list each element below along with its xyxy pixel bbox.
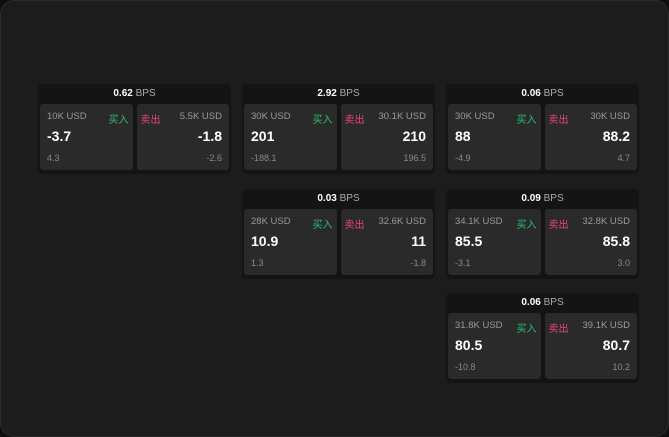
buy-tile[interactable]: 10K USD 买入 -3.7 4.3 xyxy=(40,104,133,170)
buy-amount: 10K USD xyxy=(47,111,87,122)
sell-amount: 32.6K USD xyxy=(378,216,426,227)
buy-price: 85.5 xyxy=(455,233,483,249)
buy-price: 88 xyxy=(455,128,471,144)
sell-label: 卖出 xyxy=(548,115,569,126)
spread-value: 0.62 xyxy=(113,88,133,99)
sell-amount: 30.1K USD xyxy=(378,111,426,122)
sell-price: 11 xyxy=(411,233,426,249)
buy-label: 买入 xyxy=(516,220,537,231)
spread-header: 2.92 BPS xyxy=(242,84,435,104)
buy-change: -188.1 xyxy=(251,153,277,163)
sell-label: 卖出 xyxy=(548,324,569,335)
sell-label: 卖出 xyxy=(344,220,365,231)
sell-change: 196.5 xyxy=(403,153,426,163)
buy-amount: 34.1K USD xyxy=(455,216,503,227)
spread-header: 0.62 BPS xyxy=(38,84,231,104)
spread-header: 0.06 BPS xyxy=(446,84,639,104)
spread-value: 0.06 xyxy=(521,297,541,308)
sell-amount: 32.8K USD xyxy=(582,216,630,227)
sell-amount: 39.1K USD xyxy=(582,320,630,331)
buy-tile[interactable]: 28K USD 买入 10.9 1.3 xyxy=(244,209,337,275)
sell-price: 85.8 xyxy=(602,233,630,249)
buy-tile[interactable]: 31.8K USD 买入 80.5 -10.8 xyxy=(448,313,541,379)
buy-amount: 30K USD xyxy=(455,111,495,122)
sell-change: -2.6 xyxy=(206,153,222,163)
sell-tile[interactable]: 32.6K USD 卖出 11 -1.8 xyxy=(340,209,433,275)
buy-label: 买入 xyxy=(312,220,333,231)
sell-label: 卖出 xyxy=(548,220,569,231)
sell-tile[interactable]: 30K USD 卖出 88.2 4.7 xyxy=(544,104,637,170)
spread-value: 0.03 xyxy=(317,193,337,204)
sell-price: -1.8 xyxy=(197,128,222,144)
sell-label: 卖出 xyxy=(344,115,365,126)
sell-change: 10.2 xyxy=(612,362,630,372)
buy-amount: 31.8K USD xyxy=(455,320,503,331)
sell-change: -1.8 xyxy=(410,258,426,268)
spread-value: 0.09 xyxy=(521,193,541,204)
spread-header: 0.03 BPS xyxy=(242,189,435,209)
buy-change: -3.1 xyxy=(455,258,471,268)
quote-card: 0.06 BPS 30K USD 买入 88 -4.9 30K USD 卖出 8… xyxy=(446,84,639,174)
buy-price: -3.7 xyxy=(47,128,72,144)
spread-unit: BPS xyxy=(339,88,360,99)
spread-header: 0.06 BPS xyxy=(446,293,639,313)
buy-price: 80.5 xyxy=(455,337,483,353)
buy-tile[interactable]: 34.1K USD 买入 85.5 -3.1 xyxy=(448,209,541,275)
sell-price: 210 xyxy=(402,128,426,144)
sell-amount: 5.5K USD xyxy=(179,111,222,122)
sell-change: 3.0 xyxy=(617,258,630,268)
quote-card: 0.62 BPS 10K USD 买入 -3.7 4.3 5.5K USD 卖出… xyxy=(38,84,231,174)
spread-unit: BPS xyxy=(135,88,156,99)
buy-change: -4.9 xyxy=(455,153,471,163)
buy-change: -10.8 xyxy=(455,362,476,372)
sell-tile[interactable]: 30.1K USD 卖出 210 196.5 xyxy=(340,104,433,170)
sell-label: 卖出 xyxy=(140,115,161,126)
sell-tile[interactable]: 5.5K USD 卖出 -1.8 -2.6 xyxy=(136,104,229,170)
buy-label: 买入 xyxy=(516,324,537,335)
spread-unit: BPS xyxy=(543,193,564,204)
spread-unit: BPS xyxy=(543,297,564,308)
buy-tile[interactable]: 30K USD 买入 201 -188.1 xyxy=(244,104,337,170)
sell-tile[interactable]: 32.8K USD 卖出 85.8 3.0 xyxy=(544,209,637,275)
sell-change: 4.7 xyxy=(617,153,630,163)
buy-amount: 30K USD xyxy=(251,111,291,122)
spread-unit: BPS xyxy=(339,193,360,204)
quote-card: 0.09 BPS 34.1K USD 买入 85.5 -3.1 32.8K US… xyxy=(446,189,639,279)
buy-label: 买入 xyxy=(108,115,129,126)
spread-unit: BPS xyxy=(543,88,564,99)
spread-header: 0.09 BPS xyxy=(446,189,639,209)
buy-amount: 28K USD xyxy=(251,216,291,227)
buy-label: 买入 xyxy=(312,115,333,126)
buy-label: 买入 xyxy=(516,115,537,126)
spread-value: 0.06 xyxy=(521,88,541,99)
buy-price: 10.9 xyxy=(251,233,279,249)
sell-tile[interactable]: 39.1K USD 卖出 80.7 10.2 xyxy=(544,313,637,379)
spread-value: 2.92 xyxy=(317,88,337,99)
quote-card: 2.92 BPS 30K USD 买入 201 -188.1 30.1K USD… xyxy=(242,84,435,174)
sell-amount: 30K USD xyxy=(590,111,630,122)
buy-change: 1.3 xyxy=(251,258,264,268)
buy-change: 4.3 xyxy=(47,153,60,163)
quote-card: 0.06 BPS 31.8K USD 买入 80.5 -10.8 39.1K U… xyxy=(446,293,639,383)
sell-price: 88.2 xyxy=(602,128,630,144)
sell-price: 80.7 xyxy=(602,337,630,353)
buy-tile[interactable]: 30K USD 买入 88 -4.9 xyxy=(448,104,541,170)
quote-card: 0.03 BPS 28K USD 买入 10.9 1.3 32.6K USD 卖… xyxy=(242,189,435,279)
buy-price: 201 xyxy=(251,128,275,144)
